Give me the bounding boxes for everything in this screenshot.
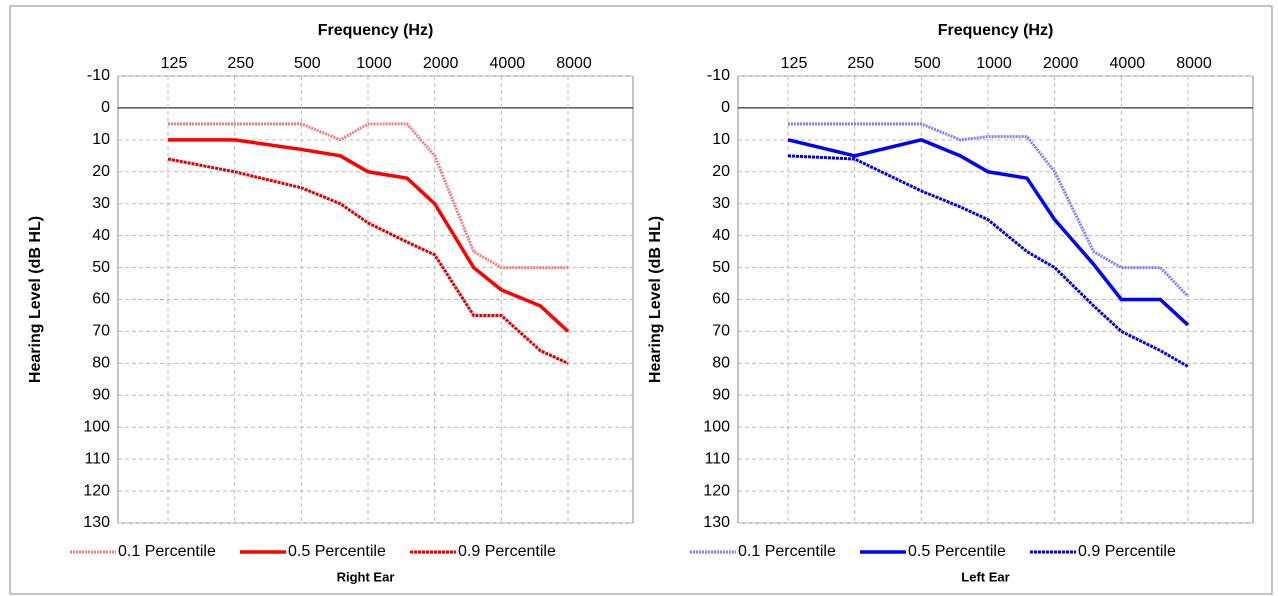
y-tick-label: 100: [703, 418, 730, 435]
y-tick-label: -10: [707, 67, 730, 84]
y-tick-label: 60: [712, 291, 730, 308]
y-tick-label: 0: [101, 99, 110, 116]
legend-label: 0.1 Percentile: [738, 543, 836, 560]
y-axis-label: Hearing Level (dB HL): [27, 216, 44, 383]
x-tick-label: 500: [914, 55, 941, 72]
data-line: [787, 154, 1189, 368]
y-tick-label: 70: [92, 323, 110, 340]
y-tick-label: 90: [92, 387, 110, 404]
y-tick-label: 60: [92, 291, 110, 308]
legend-label: 0.5 Percentile: [908, 543, 1006, 560]
x-tick-label: 250: [847, 55, 874, 72]
x-tick-label: 500: [294, 55, 321, 72]
x-axis-label: Frequency (Hz): [938, 22, 1054, 39]
y-tick-label: 90: [712, 387, 730, 404]
y-tick-label: 40: [712, 227, 730, 244]
y-tick-label: 110: [84, 450, 110, 467]
legend-label: 0.1 Percentile: [118, 543, 216, 560]
y-tick-label: 80: [712, 355, 730, 372]
data-line: [788, 122, 1190, 298]
y-tick-label: 0: [721, 99, 730, 116]
x-tick-label: 2000: [1043, 55, 1079, 72]
y-tick-label: -10: [87, 67, 110, 84]
chart-title: Left Ear: [961, 569, 1009, 584]
y-tick-label: 30: [712, 195, 730, 212]
x-tick-label: 1000: [976, 55, 1012, 72]
y-axis-label: Hearing Level (dB HL): [647, 216, 664, 383]
y-tick-label: 20: [712, 163, 730, 180]
x-axis-label: Frequency (Hz): [318, 22, 434, 39]
y-tick-label: 20: [92, 163, 110, 180]
y-tick-label: 30: [92, 195, 110, 212]
y-tick-label: 50: [712, 259, 730, 276]
chart-title: Right Ear: [337, 569, 395, 584]
data-line: [787, 138, 1190, 327]
y-tick-label: 70: [712, 323, 730, 340]
x-tick-label: 125: [781, 55, 808, 72]
x-tick-label: 4000: [1110, 55, 1146, 72]
x-tick-label: 2000: [423, 55, 459, 72]
y-tick-label: 120: [83, 482, 110, 499]
y-tick-label: 100: [83, 418, 110, 435]
frame: [9, 5, 1273, 595]
x-tick-label: 250: [227, 55, 254, 72]
y-tick-label: 10: [712, 131, 730, 148]
x-tick-label: 1000: [356, 55, 392, 72]
y-tick-label: 110: [704, 450, 730, 467]
y-tick-label: 130: [83, 514, 110, 531]
x-tick-label: 8000: [556, 55, 592, 72]
x-tick-label: 8000: [1176, 55, 1212, 72]
data-line: [168, 138, 570, 333]
y-tick-label: 120: [703, 482, 730, 499]
y-tick-label: 10: [92, 131, 110, 148]
data-line: [168, 122, 568, 270]
legend-label: 0.9 Percentile: [458, 543, 556, 560]
y-tick-label: 130: [703, 514, 730, 531]
legend-label: 0.5 Percentile: [288, 543, 386, 560]
legend-label: 0.9 Percentile: [1078, 543, 1176, 560]
y-tick-label: 40: [92, 227, 110, 244]
y-tick-label: 50: [92, 259, 110, 276]
y-tick-label: 80: [92, 355, 110, 372]
x-tick-label: 125: [161, 55, 188, 72]
x-tick-label: 4000: [490, 55, 526, 72]
data-line: [167, 157, 569, 365]
